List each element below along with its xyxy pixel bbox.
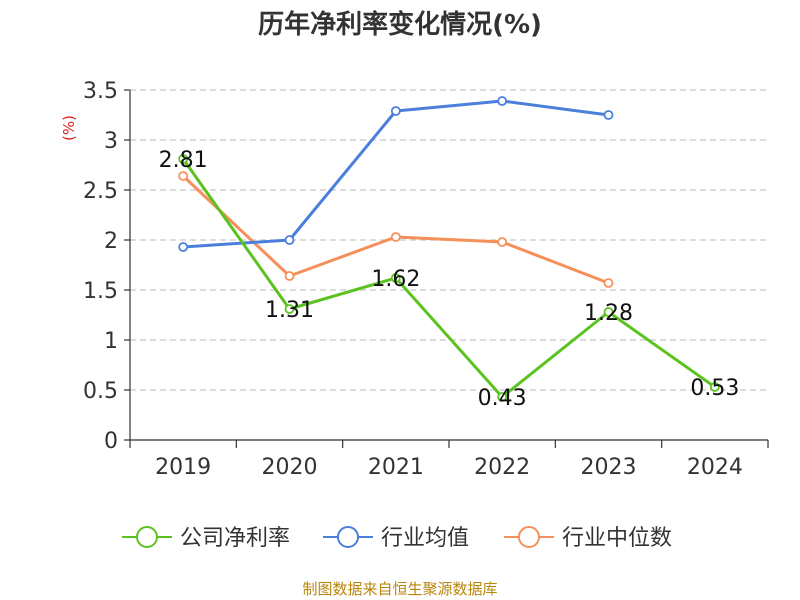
legend-label: 行业中位数 (562, 526, 672, 551)
data-label: 1.62 (371, 267, 420, 292)
legend: 公司净利率 行业均值 行业中位数 (122, 526, 672, 551)
data-point (284, 271, 295, 281)
data-point (284, 304, 295, 314)
series-line (181, 158, 716, 399)
legend-label: 公司净利率 (180, 526, 290, 551)
data-point (390, 273, 401, 283)
x-tick-label: 2019 (155, 455, 211, 480)
grid-lines (130, 89, 768, 391)
data-point (178, 154, 189, 164)
y-tick-label: 3.5 (83, 79, 118, 104)
data-point (390, 106, 401, 116)
data-label: 0.43 (478, 386, 527, 411)
data-point (497, 96, 508, 106)
data-point (709, 382, 720, 392)
source-note: 制图数据来自恒生聚源数据库 (302, 580, 497, 598)
legend-marker (518, 526, 540, 548)
legend-label: 行业均值 (381, 526, 469, 551)
y-tick-label: 3 (104, 129, 118, 154)
y-tick-label: 0.5 (83, 379, 118, 404)
data-label: 1.28 (584, 301, 633, 326)
y-tick-label: 0 (104, 429, 118, 454)
data-point (603, 278, 614, 288)
x-tick-label: 2021 (368, 455, 424, 480)
data-point (603, 110, 614, 120)
y-tick-label: 1.5 (83, 279, 118, 304)
data-point (603, 307, 614, 317)
y-axis-unit: (%) (60, 115, 78, 141)
y-tick-label: 2.5 (83, 179, 118, 204)
axes: 0 0.5 1 1.5 2 2.5 3 3.5 2019 2020 2021 2022 2023 2024 (83, 79, 769, 480)
x-tick-label: 2020 (262, 455, 318, 480)
data-point (390, 232, 401, 242)
data-point (284, 235, 295, 245)
data-point (497, 237, 508, 247)
legend-marker (136, 526, 158, 548)
x-tick-label: 2023 (581, 455, 637, 480)
chart-title: 历年净利率变化情况(%) (258, 9, 542, 40)
series-line (183, 99, 609, 249)
data-point (497, 392, 508, 402)
data-labels: 2.81 1.31 1.62 0.43 1.28 0.53 (159, 148, 740, 411)
y-tick-label: 2 (104, 229, 118, 254)
x-tick-label: 2024 (687, 455, 743, 480)
data-label: 2.81 (159, 148, 208, 173)
y-tick-label: 1 (104, 329, 118, 354)
series-layer (178, 96, 720, 402)
data-label: 0.53 (690, 376, 739, 401)
data-point (178, 171, 189, 181)
data-label: 1.31 (265, 298, 314, 323)
data-point (178, 242, 189, 252)
x-tick-label: 2022 (474, 455, 530, 480)
legend-marker (337, 526, 359, 548)
